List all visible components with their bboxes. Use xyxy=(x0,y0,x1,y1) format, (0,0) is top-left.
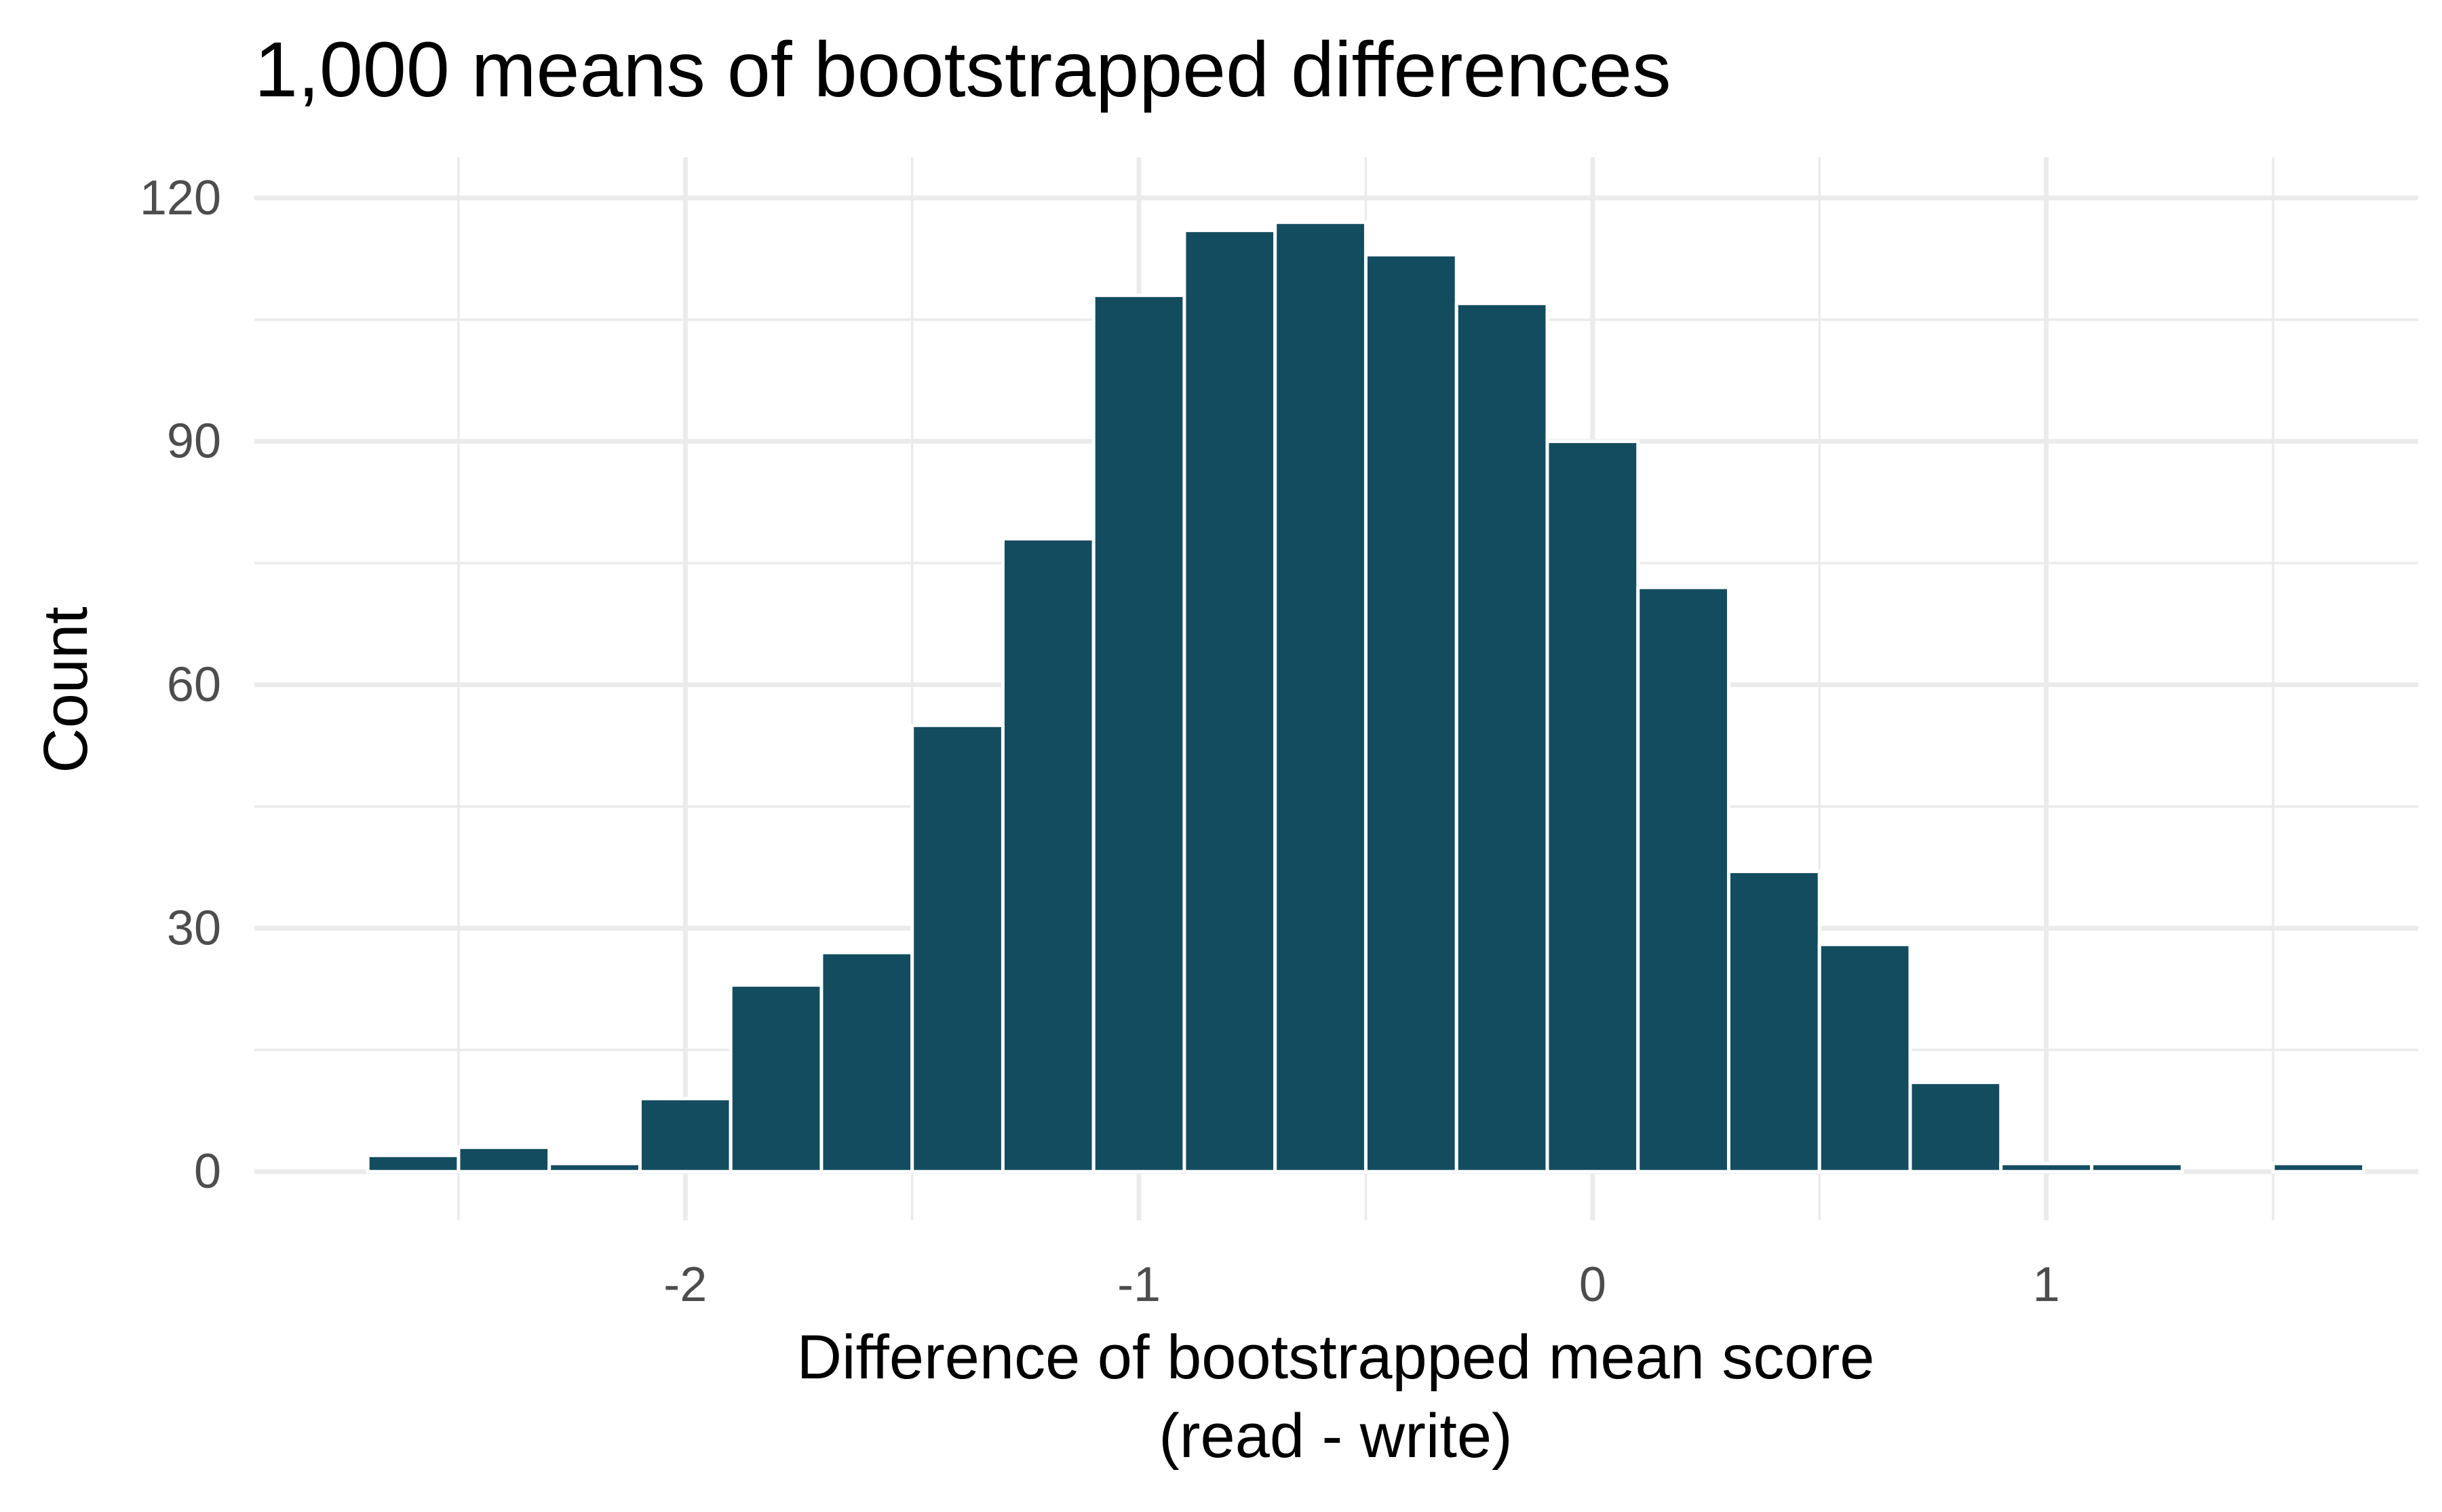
histogram-bar xyxy=(547,1161,642,1174)
x-axis-title-line1: Difference of bootstrapped mean score xyxy=(797,1323,1875,1392)
histogram-bar xyxy=(1545,440,1640,1174)
x-tick-label: -1 xyxy=(1117,1258,1161,1312)
histogram-bar xyxy=(1091,293,1186,1174)
histogram-bar xyxy=(819,950,914,1174)
histogram-bar xyxy=(366,1153,461,1174)
x-tick-label: 1 xyxy=(2033,1258,2060,1312)
histogram-bar xyxy=(2271,1161,2366,1174)
histogram-bar xyxy=(1454,301,1549,1174)
x-tick-label: -2 xyxy=(663,1258,707,1312)
histogram-bar xyxy=(1363,253,1458,1174)
y-tick-label: 120 xyxy=(140,171,221,225)
histogram-bar xyxy=(2089,1161,2184,1174)
histogram-bar xyxy=(910,723,1005,1174)
histogram-bar xyxy=(457,1145,551,1174)
histogram-bar xyxy=(1182,229,1277,1174)
histogram-bar xyxy=(1817,942,1912,1174)
chart-title: 1,000 means of bootstrapped differences xyxy=(254,26,1671,113)
tick-layer: -2 -1 0 1 0 30 60 90 120 xyxy=(140,171,2060,1312)
histogram-bar xyxy=(1273,220,1368,1174)
x-axis-title-line2: (read - write) xyxy=(1159,1401,1512,1471)
histogram-bar xyxy=(1001,537,1096,1174)
histogram-bar xyxy=(729,983,823,1174)
histogram-bar xyxy=(1908,1081,2003,1174)
histogram-bar xyxy=(1999,1161,2093,1174)
y-axis-title: Count xyxy=(31,606,100,773)
histogram-bar xyxy=(638,1097,733,1174)
x-tick-label: 0 xyxy=(1579,1258,1606,1312)
y-tick-label: 60 xyxy=(167,658,221,712)
histogram-bar xyxy=(1636,585,1730,1174)
histogram-bar xyxy=(1726,870,1821,1174)
y-tick-label: 90 xyxy=(167,414,221,469)
bar-layer xyxy=(366,220,2366,1174)
y-tick-label: 30 xyxy=(167,901,221,955)
y-tick-label: 0 xyxy=(194,1144,221,1199)
